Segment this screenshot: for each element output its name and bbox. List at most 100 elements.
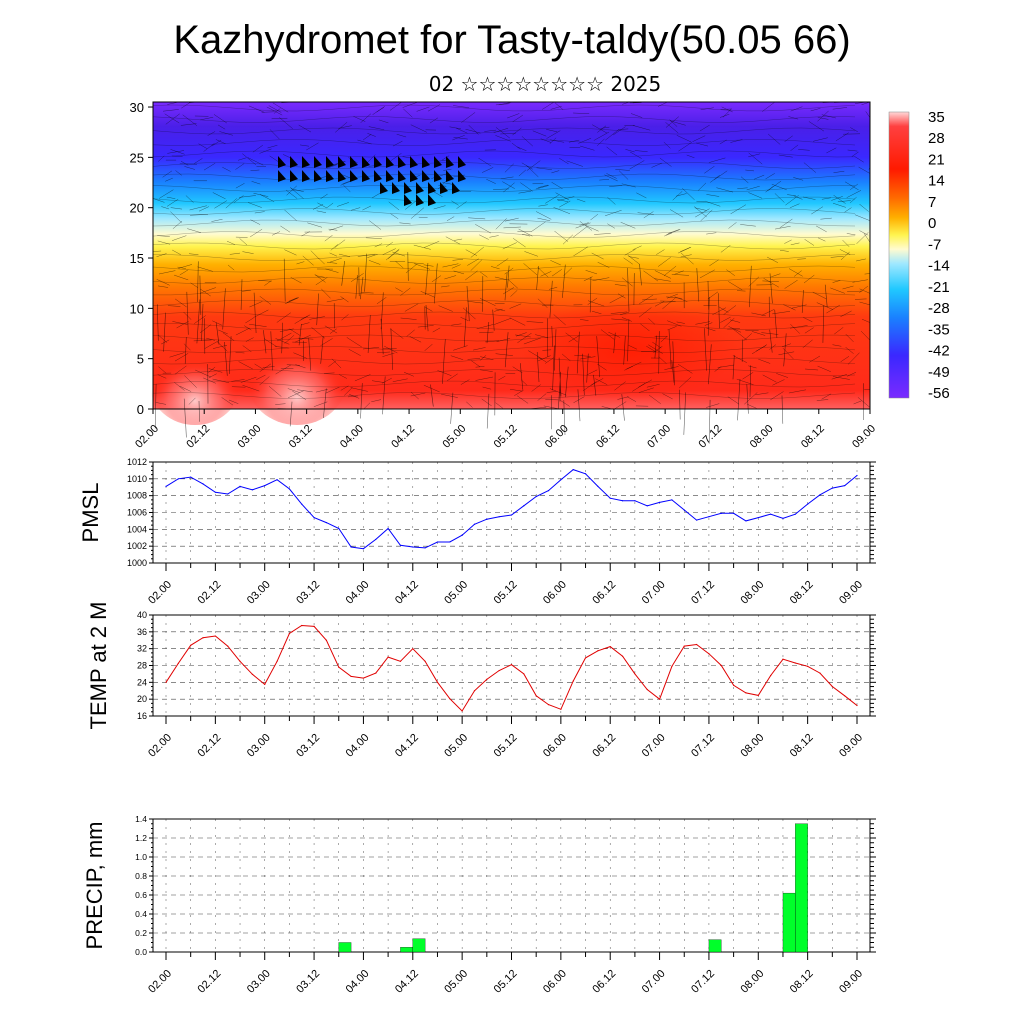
x-tick-label: 06.12 [590, 732, 618, 760]
x-tick-label: 08.00 [738, 968, 766, 996]
data-point [399, 544, 402, 546]
data-point [177, 662, 179, 664]
data-point [251, 673, 253, 675]
data-point [165, 485, 167, 488]
wind-flag [302, 170, 310, 182]
x-tick-label: 02.12 [196, 579, 224, 607]
data-point [609, 497, 611, 499]
data-point [634, 673, 636, 675]
wind-flag [416, 182, 424, 194]
data-point [202, 637, 204, 639]
data-point [449, 541, 451, 543]
x-tick-label: 04.12 [393, 968, 421, 996]
x-tick-label: 08.00 [748, 423, 776, 451]
x-tick-label: 05.00 [440, 423, 468, 451]
data-point [560, 479, 562, 481]
temp-panel: 16 20 24 28 32 36 40 02.00 02.12 03.00 03.12 04.00 0… [86, 602, 876, 760]
x-tick-label: 03.00 [236, 423, 264, 451]
x-tick-label: 04.00 [344, 579, 372, 607]
data-point [807, 665, 809, 667]
data-point [844, 695, 846, 697]
data-point [757, 694, 759, 696]
data-point [745, 692, 747, 694]
data-point [770, 513, 772, 515]
wind-flag [434, 156, 442, 168]
y-tick-label: 1002 [127, 541, 147, 551]
wind-flag [458, 156, 466, 168]
data-point [708, 653, 710, 655]
data-point [807, 503, 809, 505]
wind-flag [404, 194, 412, 206]
wind-flag [380, 182, 388, 194]
wind-flag [338, 170, 346, 182]
x-tick-label: 02.00 [146, 968, 174, 996]
colorbar-ramp [888, 111, 910, 399]
x-tick-label: 07.12 [689, 579, 717, 607]
wind-flag [386, 170, 394, 182]
wind-flag [386, 156, 394, 168]
data-point [461, 534, 463, 536]
data-point [782, 517, 784, 519]
y-tick-label: 36 [137, 627, 147, 637]
data-point [375, 538, 377, 541]
x-tick-label: 07.12 [697, 423, 725, 451]
x-tick-label: 03.12 [287, 423, 315, 451]
data-point [770, 675, 772, 677]
y-tick-label: 0.2 [135, 928, 147, 938]
x-tick-label: 07.00 [645, 423, 673, 451]
data-point [498, 516, 500, 518]
wind-flag [428, 182, 436, 194]
data-point [375, 672, 377, 674]
colorbar-label: 21 [928, 151, 945, 168]
data-point [350, 546, 352, 548]
y-tick-label: 5 [137, 352, 144, 367]
colorbar: 35 28 21 14 7 0 -7 -14 -21 -28 -35 -42 -49 -56 [888, 109, 950, 402]
precip-bar [708, 939, 722, 953]
data-point [325, 639, 328, 641]
x-tick-label: 06.00 [541, 732, 569, 760]
x-tick-label: 08.12 [788, 579, 816, 607]
x-tick-label: 06.00 [541, 579, 569, 607]
wind-flag [302, 156, 310, 168]
wind-flag [446, 170, 454, 182]
warm-band [520, 300, 740, 400]
y-axis-title: TEMP at 2 M [86, 602, 111, 730]
wind-flag [314, 170, 322, 182]
data-point [214, 491, 216, 493]
data-point [572, 468, 574, 471]
x-tick-label: 04.00 [344, 732, 372, 760]
precip-bar [400, 947, 413, 953]
y-tick-label: 1000 [127, 558, 147, 568]
y-axis-title: PMSL [78, 483, 103, 543]
data-point [658, 501, 661, 503]
x-tick-label: 06.00 [541, 968, 569, 996]
data-point [350, 675, 352, 678]
data-point [461, 710, 463, 712]
data-point [313, 625, 315, 627]
data-point [288, 632, 290, 635]
data-point [671, 665, 673, 667]
data-point [658, 698, 661, 700]
wind-barbs [278, 156, 466, 206]
data-point [819, 672, 821, 674]
data-point [671, 499, 673, 501]
data-point [313, 516, 315, 519]
y-tick-label: 1006 [127, 508, 147, 518]
x-tick-label: 07.12 [689, 732, 717, 760]
y-tick-label: 1008 [127, 491, 147, 501]
colorbar-label: 14 [928, 173, 945, 190]
data-point [202, 483, 204, 485]
data-point [609, 645, 611, 648]
wind-flag [398, 156, 406, 168]
data-point [597, 650, 599, 652]
data-point [288, 488, 290, 490]
data-point [399, 660, 402, 662]
x-tick-label: 08.00 [738, 732, 766, 760]
data-point [436, 681, 439, 683]
data-point [757, 516, 759, 519]
x-tick-label: 05.12 [492, 423, 520, 451]
data-point [424, 660, 426, 662]
wind-flag [278, 170, 286, 182]
y-tick-label: 1.2 [135, 833, 147, 843]
data-point [782, 658, 784, 660]
